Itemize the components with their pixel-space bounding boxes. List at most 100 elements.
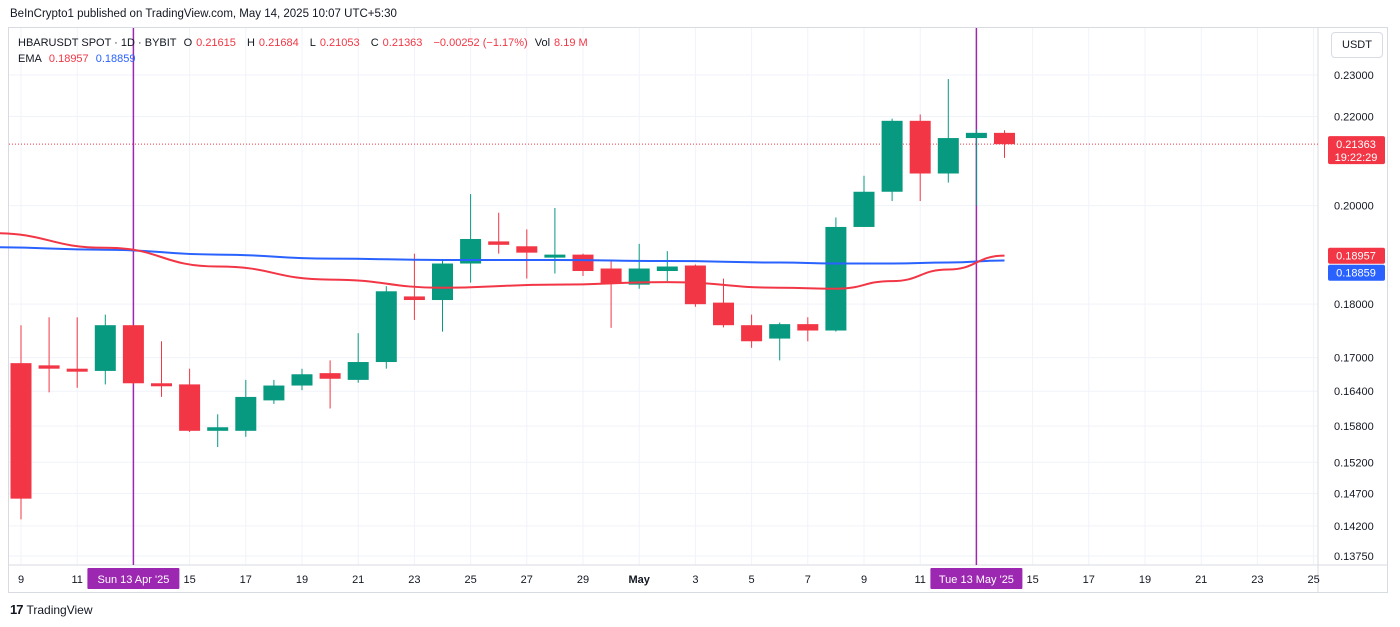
- candle-body: [853, 191, 875, 227]
- symbol-label[interactable]: HBARUSDT SPOT · 1D · BYBIT: [18, 37, 177, 49]
- price-tick-label: 0.20000: [1334, 201, 1374, 213]
- candle-body: [937, 138, 959, 174]
- ema-fast-line: [0, 246, 1005, 265]
- candle-body: [94, 325, 116, 371]
- candle-body: [684, 265, 706, 305]
- time-tick-label: 25: [464, 574, 476, 586]
- candle-body: [235, 396, 257, 431]
- candle-body: [38, 365, 60, 369]
- time-tick-label: 17: [240, 574, 252, 586]
- price-tick-label: 0.15200: [1334, 457, 1374, 469]
- price-tick-label: 0.13750: [1334, 551, 1374, 563]
- time-tick-label: 11: [914, 574, 925, 586]
- ema-slow-price-label: 0.18957: [1336, 251, 1376, 263]
- price-tick-label: 0.23000: [1334, 70, 1374, 82]
- price-tick-label: 0.14700: [1334, 489, 1374, 501]
- time-tick-label: 15: [1026, 574, 1038, 586]
- candle-body: [10, 363, 32, 499]
- candle-body: [179, 384, 201, 431]
- time-tick-label: 21: [1195, 574, 1207, 586]
- candle-body: [797, 324, 819, 331]
- ema-slow-line: [0, 232, 1005, 290]
- time-tick-label: 19: [1139, 574, 1151, 586]
- time-tick-label: 3: [692, 574, 698, 586]
- ema-fast-value: 0.18859: [95, 53, 136, 65]
- candle-body: [769, 324, 791, 339]
- candle-body: [488, 241, 510, 245]
- candle-body: [881, 120, 903, 192]
- ema-fast-price-badge: [1328, 264, 1385, 281]
- ema-slow-value: 0.18957: [48, 53, 89, 65]
- price-tick-label: 0.14200: [1334, 521, 1374, 533]
- time-tick-label: May: [628, 574, 650, 586]
- currency-selector[interactable]: USDT: [1331, 32, 1383, 58]
- ema-fast-price-label: 0.18859: [1336, 268, 1376, 280]
- candle-body: [628, 268, 650, 285]
- candle-body: [909, 120, 931, 174]
- candle-body: [375, 291, 397, 363]
- low-value: 0.21053: [319, 37, 360, 49]
- date-marker-badge: [87, 568, 180, 589]
- time-tick-label: 5: [749, 574, 755, 586]
- candle-body: [207, 427, 229, 431]
- candle-body: [600, 268, 622, 284]
- time-tick-label: 25: [1307, 574, 1319, 586]
- chart-legend: HBARUSDT SPOT · 1D · BYBIT O 0.21615 H 0.2…: [18, 37, 588, 65]
- current-price-label: 19:22:29: [1335, 152, 1378, 164]
- time-tick-label: 9: [18, 574, 24, 586]
- candle-body: [741, 325, 763, 342]
- price-tick-label: 0.18000: [1334, 299, 1374, 311]
- candle-body: [403, 296, 425, 301]
- candle-body: [122, 325, 144, 384]
- candle-body: [263, 385, 285, 401]
- date-marker-label: Sun 13 Apr '25: [97, 574, 169, 586]
- candle-body: [656, 266, 678, 272]
- price-tick-label: 0.15800: [1334, 421, 1374, 433]
- high-value: 0.21684: [258, 37, 299, 49]
- date-marker-badge: [930, 568, 1023, 589]
- date-marker-label: Tue 13 May '25: [939, 574, 1014, 586]
- change-value: −0.00252 (−1.17%): [433, 37, 528, 49]
- candle-body: [544, 254, 566, 258]
- current-price-badge: [1328, 136, 1385, 165]
- candle-body: [713, 302, 734, 326]
- time-tick-label: 9: [861, 574, 867, 586]
- open-value: 0.21615: [196, 37, 236, 49]
- ema-slow-price-badge: [1328, 247, 1385, 264]
- time-tick-label: 27: [521, 574, 533, 586]
- candle-body: [825, 226, 847, 331]
- tradingview-footer: 17 TradingView: [10, 602, 93, 617]
- current-price-label: 0.21363: [1336, 139, 1376, 151]
- price-tick-label: 0.22000: [1334, 112, 1374, 124]
- time-tick-label: 23: [408, 574, 420, 586]
- candle-body: [432, 263, 453, 301]
- time-tick-label: 15: [183, 574, 195, 586]
- close-value: 0.21363: [382, 37, 423, 49]
- time-tick-label: 7: [805, 574, 811, 586]
- tradingview-logo-icon: 17: [10, 602, 24, 617]
- candle-body: [994, 132, 1015, 145]
- candle-body: [516, 246, 538, 253]
- time-tick-label: 21: [352, 574, 364, 586]
- volume-value: 8.19 M: [554, 37, 588, 49]
- tradingview-brand: TradingView: [26, 602, 93, 617]
- price-tick-label: 0.17000: [1334, 353, 1374, 365]
- candle-body: [319, 373, 341, 379]
- chart-frame: [8, 27, 1388, 593]
- candle-body: [965, 132, 987, 139]
- candle-body: [66, 368, 88, 372]
- candle-body: [151, 383, 172, 387]
- candle-body: [572, 254, 594, 272]
- candle-body: [347, 362, 369, 380]
- time-tick-label: 23: [1251, 574, 1263, 586]
- time-tick-label: 17: [1083, 574, 1095, 586]
- ema-label[interactable]: EMA: [18, 53, 42, 65]
- published-caption: BeInCrypto1 published on TradingView.com…: [10, 8, 397, 20]
- price-tick-label: 0.16400: [1334, 386, 1374, 398]
- time-tick-label: 19: [296, 574, 308, 586]
- time-tick-label: 11: [71, 574, 82, 586]
- time-tick-label: 29: [577, 574, 589, 586]
- candle-body: [460, 238, 482, 264]
- candle-body: [291, 374, 313, 386]
